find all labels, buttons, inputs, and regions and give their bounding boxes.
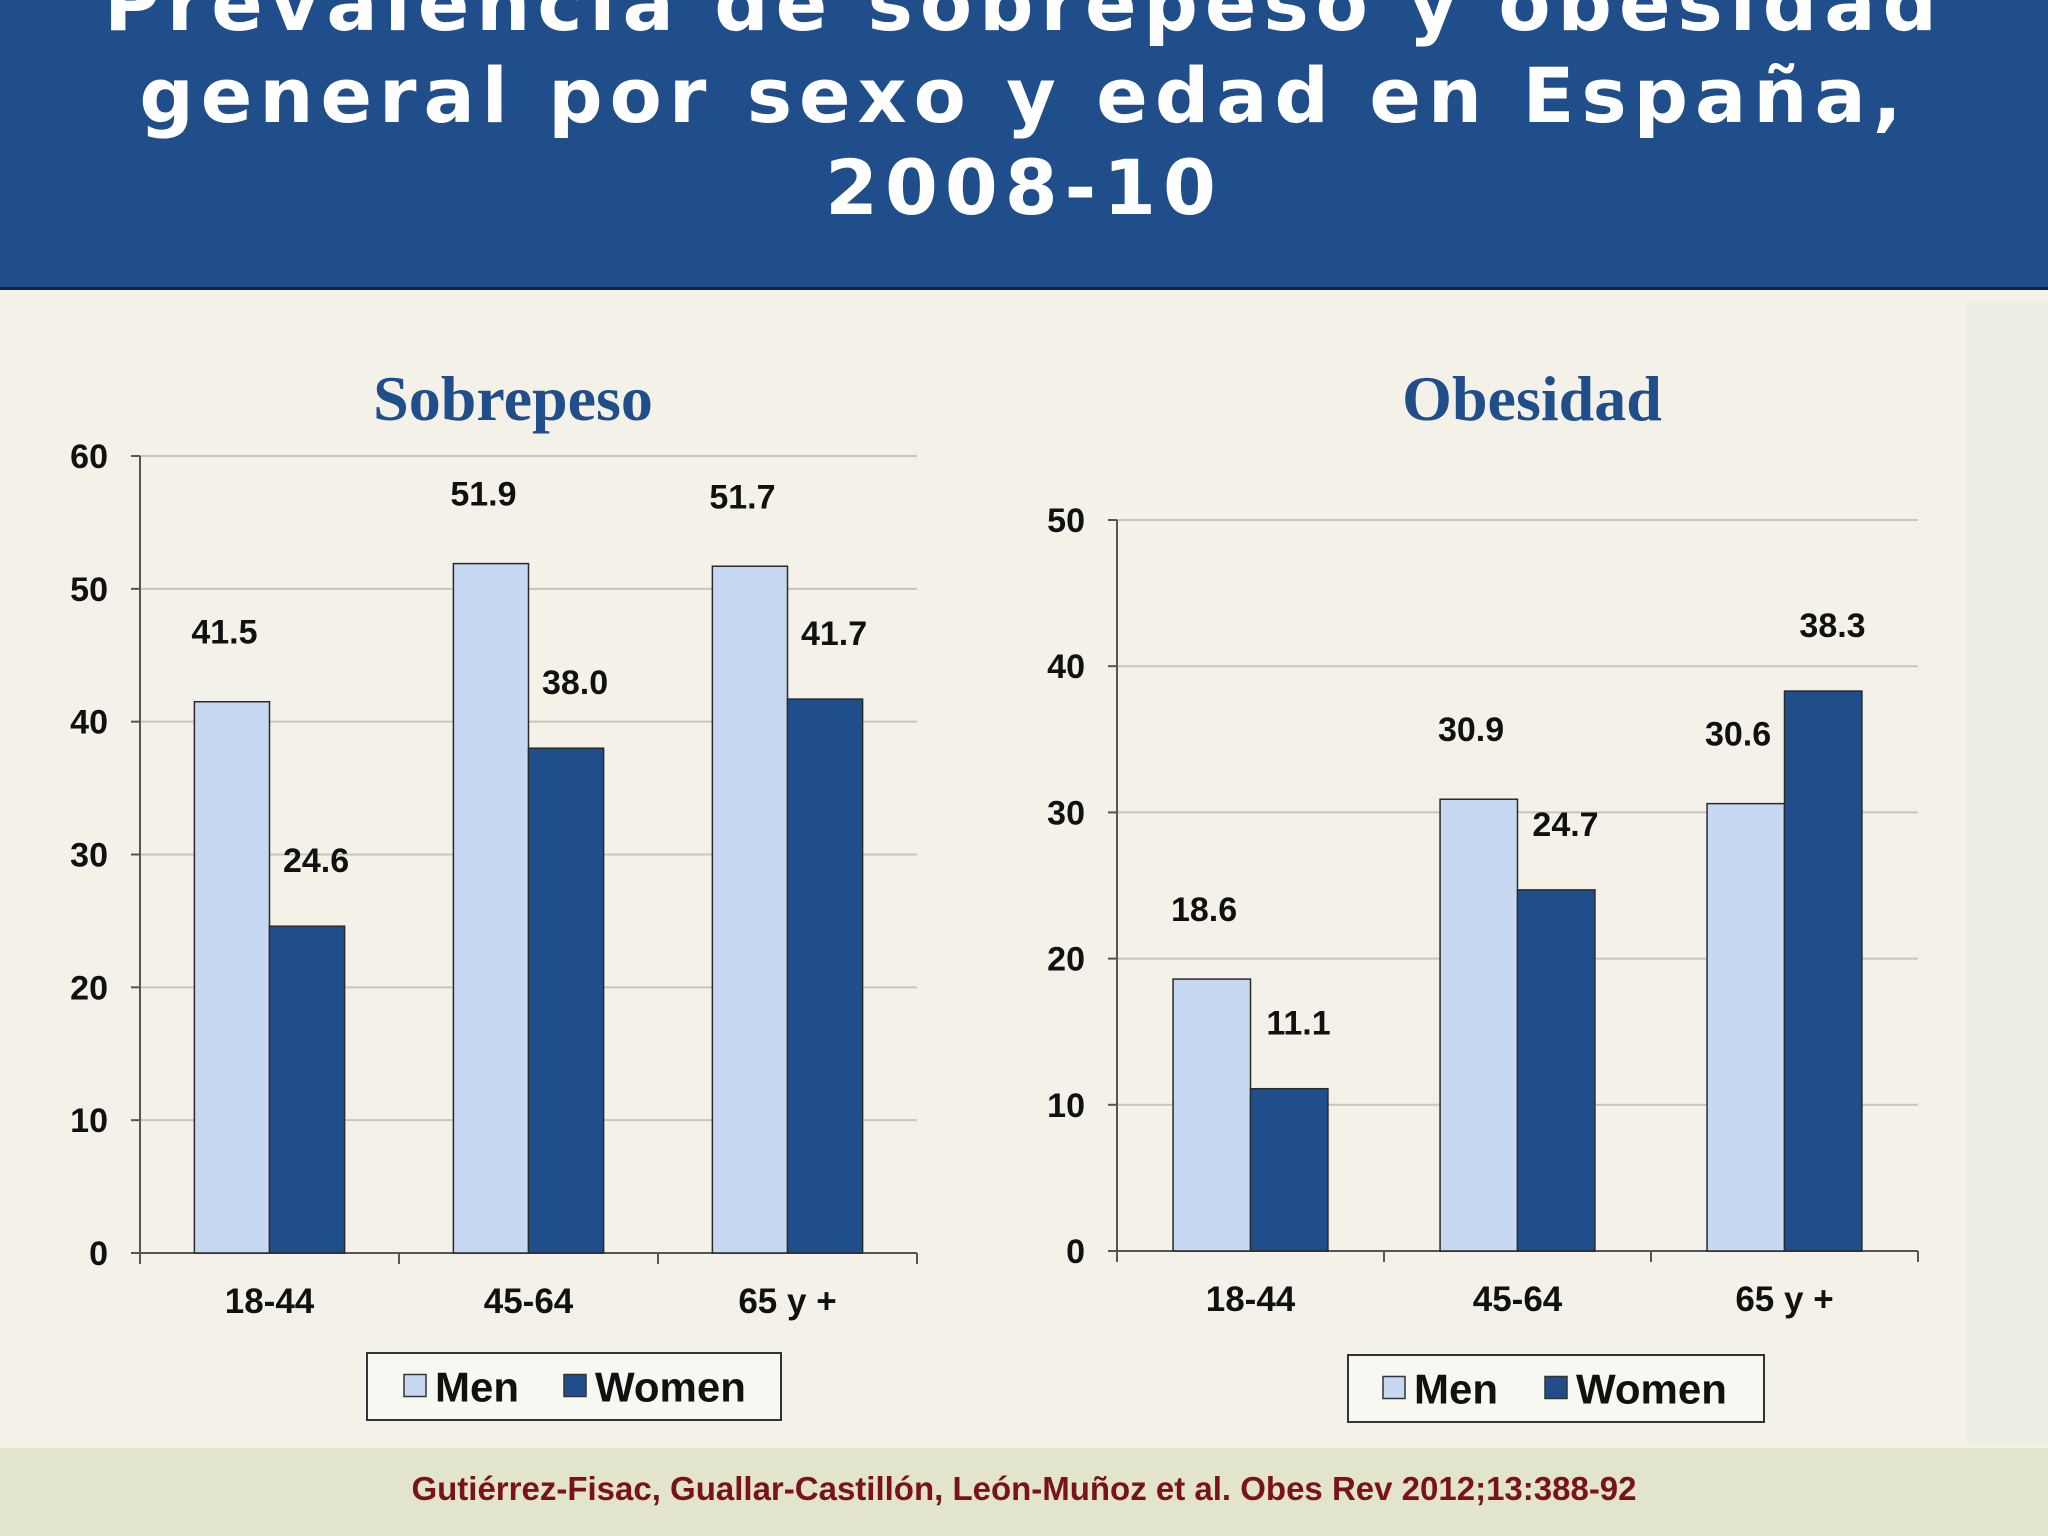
bar-men <box>711 565 789 1254</box>
y-tick-label: 30 <box>1047 794 1085 832</box>
data-label: 38.3 <box>1799 607 1865 645</box>
x-tick-label: 18-44 <box>1206 1280 1296 1319</box>
legend-label: Women <box>595 1364 746 1411</box>
legend-swatch-men <box>403 1373 427 1398</box>
citation: Gutiérrez-Fisac, Guallar-Castillón, León… <box>411 1470 1637 1507</box>
data-label: 18.6 <box>1171 891 1237 929</box>
bar-men <box>452 562 530 1254</box>
bar-women <box>786 698 864 1254</box>
y-tick-label: 10 <box>70 1102 108 1140</box>
bar-men <box>1706 802 1786 1252</box>
data-label: 24.6 <box>283 842 349 880</box>
y-tick-label: 20 <box>1047 941 1085 979</box>
chart-title: Sobrepeso <box>373 363 653 434</box>
bar-women <box>1783 690 1863 1252</box>
x-tick-label: 65 y + <box>1735 1280 1833 1319</box>
bar-men <box>1172 978 1252 1252</box>
legend-swatch-women <box>1544 1375 1568 1400</box>
y-tick-label: 40 <box>70 704 108 742</box>
data-label: 24.7 <box>1532 806 1598 844</box>
y-tick-label: 50 <box>70 571 108 609</box>
data-label: 11.1 <box>1266 1005 1330 1043</box>
y-tick-label: 0 <box>1066 1233 1085 1271</box>
bar-men <box>1439 798 1519 1252</box>
bar-men <box>193 700 271 1254</box>
y-tick-label: 60 <box>70 438 108 476</box>
sobrepeso-chart: Sobrepeso 0 10 20 30 40 50 60 18-44 41.5 24.6 45-64… <box>70 363 918 1421</box>
data-label: 41.5 <box>191 614 257 652</box>
y-tick-label: 0 <box>89 1235 108 1273</box>
y-tick-label: 20 <box>70 969 108 1007</box>
x-tick-label: 45-64 <box>1473 1280 1563 1319</box>
x-tick-label: 18-44 <box>225 1282 315 1321</box>
legend-swatch-men <box>1382 1375 1406 1400</box>
footer-band <box>0 1448 2048 1536</box>
x-tick-label: 45-64 <box>484 1282 574 1321</box>
y-tick-label: 10 <box>1047 1087 1085 1125</box>
right-margin-strip <box>1966 302 2048 1444</box>
bar-women <box>1249 1087 1329 1252</box>
charts-svg: Sobrepeso 0 10 20 30 40 50 60 18-44 41.5 24.6 45-64… <box>70 363 1919 1423</box>
legend-label: Men <box>435 1364 519 1411</box>
y-tick-label: 40 <box>1047 648 1085 686</box>
data-label: 30.6 <box>1705 716 1771 754</box>
chart-title: Obesidad <box>1402 363 1662 434</box>
legend-label: Men <box>1414 1366 1498 1413</box>
bar-women <box>527 747 605 1254</box>
data-label: 38.0 <box>542 664 608 702</box>
legend-label: Women <box>1576 1366 1727 1413</box>
title-banner: Prevalencia de sobrepeso y obesidad gene… <box>0 0 2048 290</box>
data-label: 41.7 <box>801 615 867 653</box>
y-tick-label: 30 <box>70 837 108 875</box>
x-tick-label: 65 y + <box>738 1282 836 1321</box>
data-label: 51.7 <box>709 478 775 516</box>
y-tick-label: 50 <box>1047 502 1085 540</box>
bar-women <box>1516 889 1596 1252</box>
data-label: 51.9 <box>450 476 516 514</box>
obesidad-chart: Obesidad 0 10 20 30 40 50 18-44 18.6 11.1 45-64 30.… <box>1047 363 1919 1423</box>
slide-title: Prevalencia de sobrepeso y obesidad gene… <box>104 0 1944 232</box>
bar-women <box>268 925 346 1254</box>
data-label: 30.9 <box>1438 711 1504 749</box>
legend-swatch-women <box>563 1373 587 1398</box>
